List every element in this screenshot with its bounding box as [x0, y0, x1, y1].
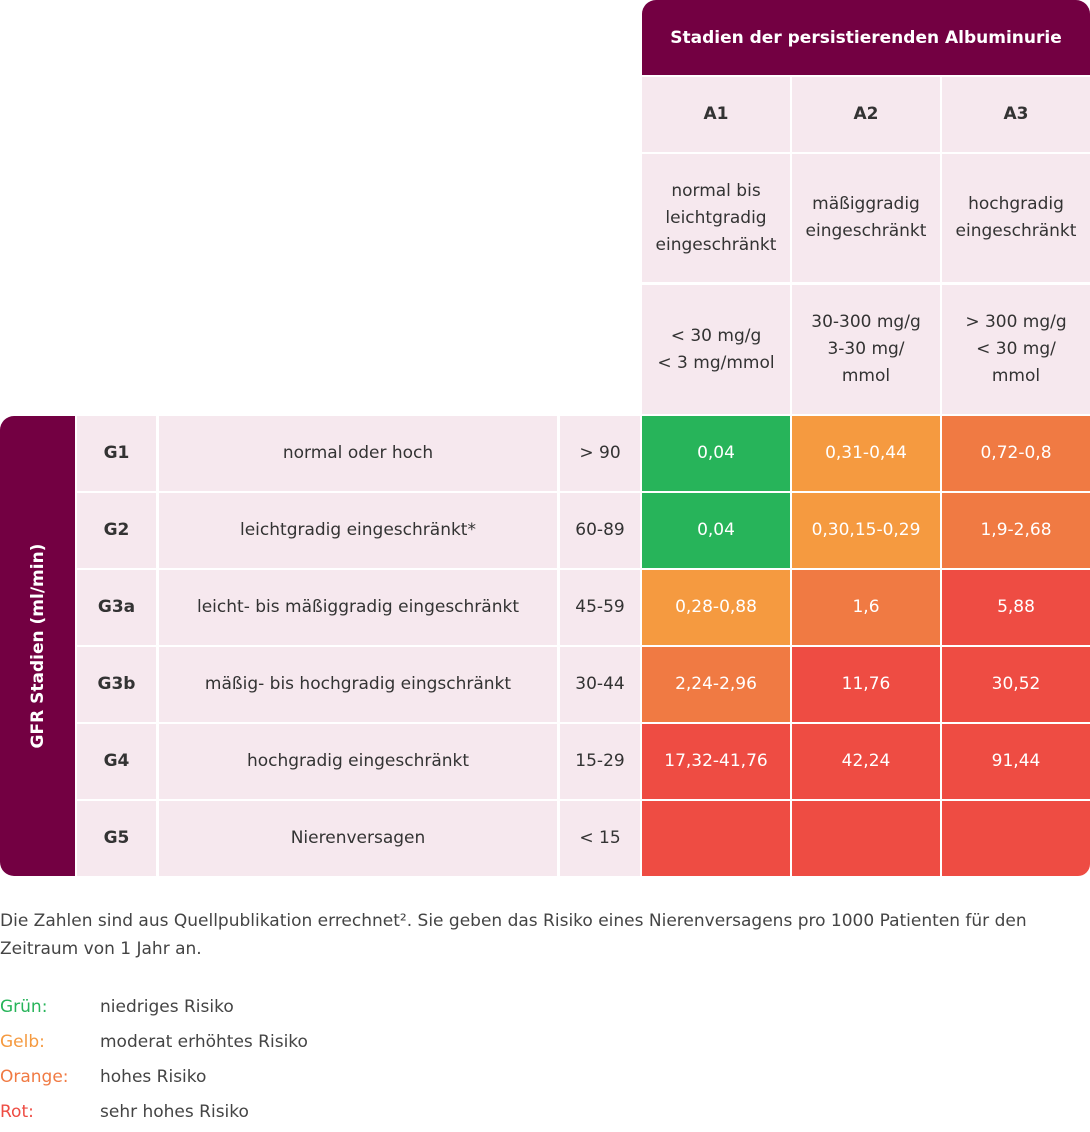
risk-cell-g3a-a3: 5,88 [942, 570, 1090, 645]
risk-cell-g5-a2 [792, 801, 940, 876]
legend-key: Gelb: [0, 1032, 45, 1052]
gfr-side-label-text: GFR Stadien (ml/min) [27, 543, 48, 749]
row-description-g1: normal oder hoch [159, 416, 557, 491]
risk-cell-g2-a3: 1,9-2,68 [942, 493, 1090, 568]
risk-cell-g2-a2: 0,30,15-0,29 [792, 493, 940, 568]
row-gfr-g3b: 30-44 [560, 647, 640, 722]
risk-cell-g1-a3: 0,72-0,8 [942, 416, 1090, 491]
row-description-g3a: leicht- bis mäßiggradig eingeschränkt [159, 570, 557, 645]
risk-cell-g4-a1: 17,32-41,76 [642, 724, 790, 799]
legend-key: Orange: [0, 1067, 69, 1087]
risk-cell-g3a-a2: 1,6 [792, 570, 940, 645]
row-gfr-g1: > 90 [560, 416, 640, 491]
row-stage-g5: G5 [77, 801, 156, 876]
column-code-a1: A1 [642, 77, 790, 152]
column-code-a3: A3 [942, 77, 1090, 152]
risk-cell-g1-a1: 0,04 [642, 416, 790, 491]
risk-cell-g3b-a3: 30,52 [942, 647, 1090, 722]
column-range-a2: 30-300 mg/g 3-30 mg/ mmol [792, 285, 940, 414]
column-range-a3: > 300 mg/g < 30 mg/ mmol [942, 285, 1090, 414]
column-code-a2: A2 [792, 77, 940, 152]
row-stage-g3b: G3b [77, 647, 156, 722]
legend-label: sehr hohes Risiko [100, 1102, 249, 1122]
row-gfr-g4: 15-29 [560, 724, 640, 799]
risk-cell-g3a-a1: 0,28-0,88 [642, 570, 790, 645]
risk-cell-g5-a3 [942, 801, 1090, 876]
column-range-a1: < 30 mg/g < 3 mg/mmol [642, 285, 790, 414]
row-description-g3b: mäßig- bis hochgradig eingschränkt [159, 647, 557, 722]
row-stage-g3a: G3a [77, 570, 156, 645]
legend-key: Grün: [0, 997, 48, 1017]
row-stage-g1: G1 [77, 416, 156, 491]
column-description-a2: mäßiggradig eingeschränkt [792, 154, 940, 282]
row-gfr-g3a: 45-59 [560, 570, 640, 645]
risk-cell-g4-a3: 91,44 [942, 724, 1090, 799]
row-stage-g4: G4 [77, 724, 156, 799]
row-description-g4: hochgradig eingeschränkt [159, 724, 557, 799]
column-description-a3: hochgradig eingeschränkt [942, 154, 1090, 282]
legend-label: moderat erhöhtes Risiko [100, 1032, 308, 1052]
row-gfr-g2: 60-89 [560, 493, 640, 568]
risk-cell-g1-a2: 0,31-0,44 [792, 416, 940, 491]
risk-cell-g2-a1: 0,04 [642, 493, 790, 568]
risk-cell-g3b-a2: 11,76 [792, 647, 940, 722]
legend-key: Rot: [0, 1102, 34, 1122]
legend-label: niedriges Risiko [100, 997, 234, 1017]
footnote: Die Zahlen sind aus Quellpublikation err… [0, 911, 1027, 959]
row-stage-g2: G2 [77, 493, 156, 568]
risk-cell-g3b-a1: 2,24-2,96 [642, 647, 790, 722]
row-gfr-g5: < 15 [560, 801, 640, 876]
row-description-g2: leichtgradig eingeschränkt* [159, 493, 557, 568]
row-description-g5: Nierenversagen [159, 801, 557, 876]
gfr-side-label: GFR Stadien (ml/min) [0, 416, 75, 876]
legend-label: hohes Risiko [100, 1067, 207, 1087]
column-description-a1: normal bis leichtgradig eingeschränkt [642, 154, 790, 282]
albuminuria-header: Stadien der persistierenden Albuminurie [642, 0, 1090, 75]
risk-cell-g5-a1 [642, 801, 790, 876]
risk-cell-g4-a2: 42,24 [792, 724, 940, 799]
